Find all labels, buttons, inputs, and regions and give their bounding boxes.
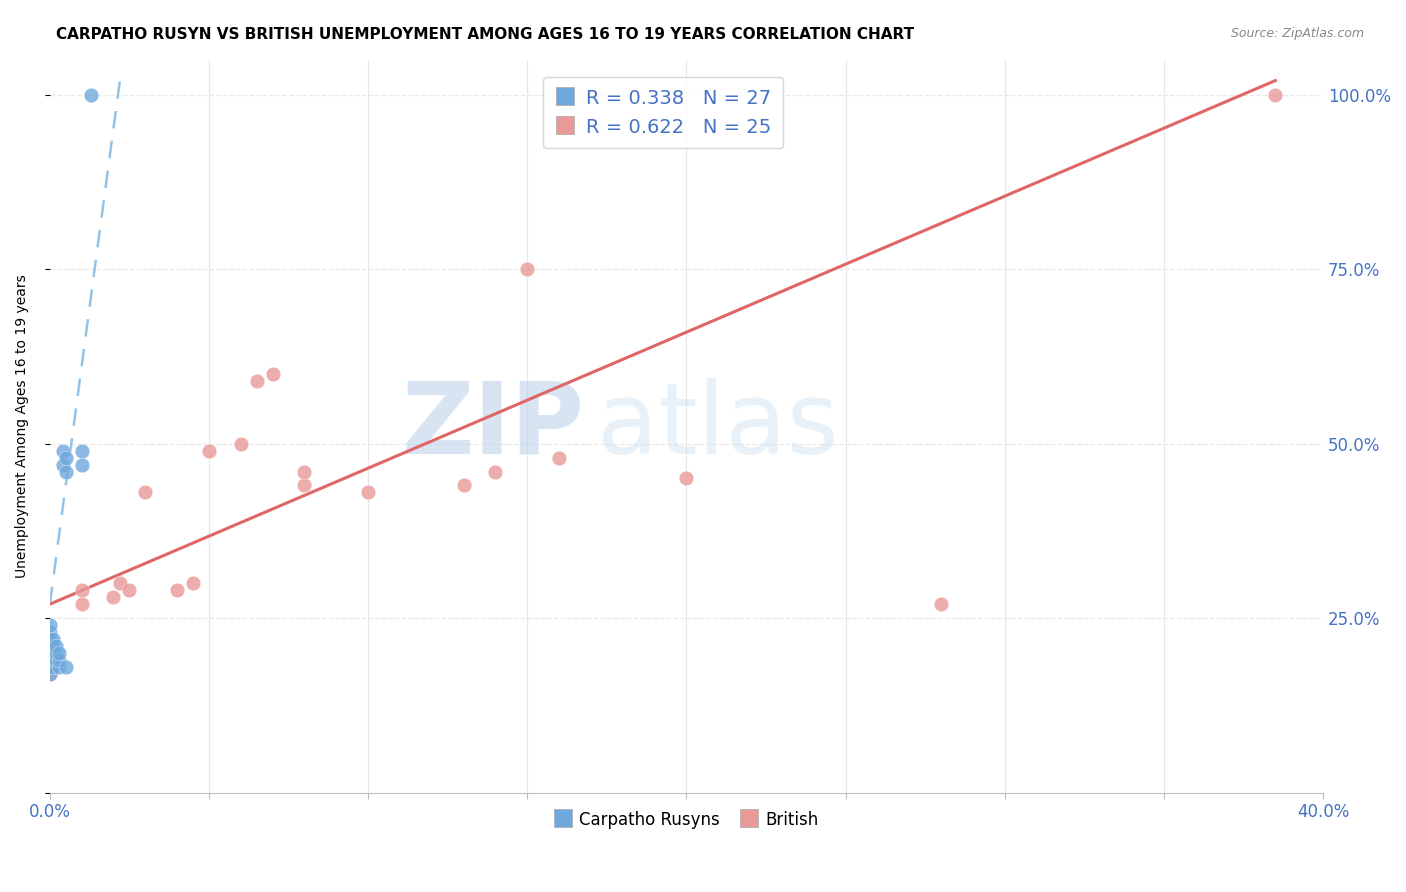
Point (294, 465, 316, 479)
Point (55, 660, 77, 674)
Point (51, 443, 73, 458)
Point (48, 660, 70, 674)
Point (70, 583, 93, 598)
Point (181, 576, 204, 591)
Point (229, 436, 252, 450)
Point (453, 478, 475, 492)
Point (38, 639, 60, 653)
Point (198, 443, 221, 458)
Point (38, 632, 60, 646)
Point (294, 478, 316, 492)
Point (42, 653, 65, 667)
Point (548, 450, 571, 465)
Point (70, 597, 93, 611)
Point (80, 87, 103, 102)
Point (38, 653, 60, 667)
Point (45, 653, 67, 667)
Y-axis label: Unemployment Among Ages 16 to 19 years: Unemployment Among Ages 16 to 19 years (15, 274, 30, 578)
Point (103, 590, 125, 604)
Point (484, 465, 506, 479)
Point (134, 485, 156, 500)
Point (262, 367, 284, 381)
Point (55, 465, 77, 479)
Point (118, 583, 141, 598)
Point (42, 660, 65, 674)
Point (42, 639, 65, 653)
Point (108, 576, 131, 591)
Point (48, 653, 70, 667)
Point (38, 653, 60, 667)
Point (55, 450, 77, 465)
Point (38, 667, 60, 681)
Point (45, 639, 67, 653)
Point (38, 639, 60, 653)
Point (516, 262, 538, 277)
Text: atlas: atlas (598, 377, 839, 475)
Text: ZIP: ZIP (402, 377, 585, 475)
Point (38, 667, 60, 681)
Point (38, 618, 60, 632)
Point (166, 583, 188, 598)
Point (42, 646, 65, 660)
Point (246, 374, 269, 388)
Point (48, 646, 70, 660)
Legend: Carpatho Rusyns, British: Carpatho Rusyns, British (548, 805, 825, 836)
Point (38, 660, 60, 674)
Point (38, 625, 60, 640)
Point (675, 471, 697, 485)
Text: CARPATHO RUSYN VS BRITISH UNEMPLOYMENT AMONG AGES 16 TO 19 YEARS CORRELATION CHA: CARPATHO RUSYN VS BRITISH UNEMPLOYMENT A… (56, 27, 914, 42)
Point (70, 443, 93, 458)
Point (38, 646, 60, 660)
Point (1264, 87, 1286, 102)
Text: Source: ZipAtlas.com: Source: ZipAtlas.com (1230, 27, 1364, 40)
Point (45, 646, 67, 660)
Point (929, 597, 952, 611)
Point (70, 458, 93, 472)
Point (42, 632, 65, 646)
Point (51, 458, 73, 472)
Point (357, 485, 380, 500)
